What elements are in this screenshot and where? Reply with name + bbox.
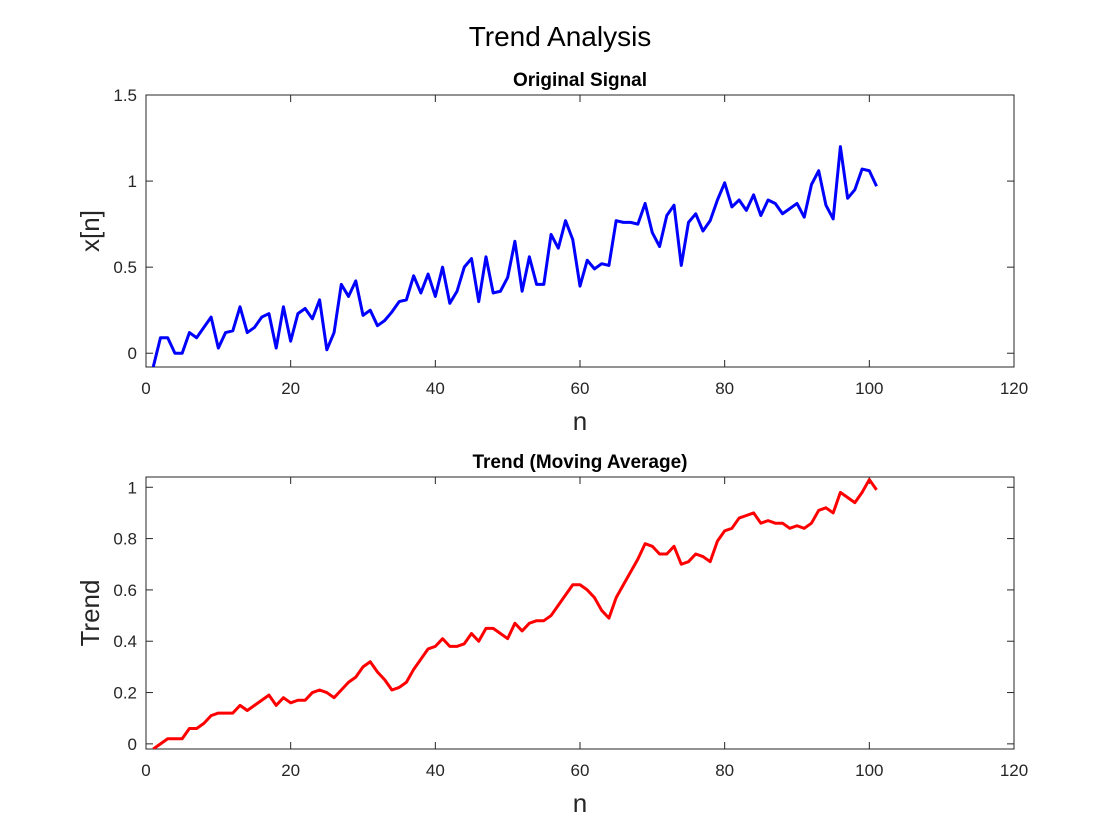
trend-x-tick-label: 40 [426,761,445,780]
trend-y-axis-label: Trend [75,580,105,647]
trend-y-tick-label: 1 [128,478,137,497]
figure-title: Trend Analysis [469,21,652,52]
original-signal-x-tick-label: 80 [715,379,734,398]
original-signal-x-tick-label: 100 [855,379,883,398]
trend-panel: 0 20 40 60 80 100 120 0 0.2 0.4 0.6 0.8 1 Trend (Movi… [75,452,1028,818]
original-signal-axes-box [145,94,1015,368]
trend-y-tick-label: 0 [128,735,137,754]
trend-y-tick-label: 0.8 [113,530,137,549]
original-signal-y-tick-label: 0 [128,344,137,363]
original-signal-x-tick-label: 0 [141,379,150,398]
trend-x-tick-label: 120 [1000,761,1028,780]
trend-x-tick-label: 0 [141,761,150,780]
trend-x-tick-label: 60 [571,761,590,780]
original-signal-x-tick-label: 20 [281,379,300,398]
original-signal-panel: 0 20 40 60 80 100 120 0 0.5 1 1.5 Original Signal n x… [75,70,1028,436]
trend-x-tick-label: 20 [281,761,300,780]
original-signal-x-tick-label: 40 [426,379,445,398]
original-signal-y-axis-label: x[n] [75,210,105,252]
original-signal-series-line [151,145,878,367]
original-signal-title: Original Signal [513,70,647,91]
trend-axes-box [145,476,1015,750]
original-signal-x-axis-label: n [573,406,587,436]
trend-x-axis-label: n [573,788,587,818]
original-signal-x-tick-label: 120 [1000,379,1028,398]
original-signal-y-tick-label: 1 [128,172,137,191]
trend-title: Trend (Moving Average) [472,452,687,473]
original-signal-y-tick-label: 1.5 [113,86,137,105]
original-signal-y-tick-label: 0.5 [113,258,137,277]
trend-y-tick-label: 0.4 [113,632,137,651]
trend-y-tick-label: 0.2 [113,684,137,703]
trend-series-line [152,478,878,749]
original-signal-x-tick-label: 60 [571,379,590,398]
trend-x-tick-label: 80 [715,761,734,780]
trend-y-tick-label: 0.6 [113,581,137,600]
trend-x-tick-label: 100 [855,761,883,780]
